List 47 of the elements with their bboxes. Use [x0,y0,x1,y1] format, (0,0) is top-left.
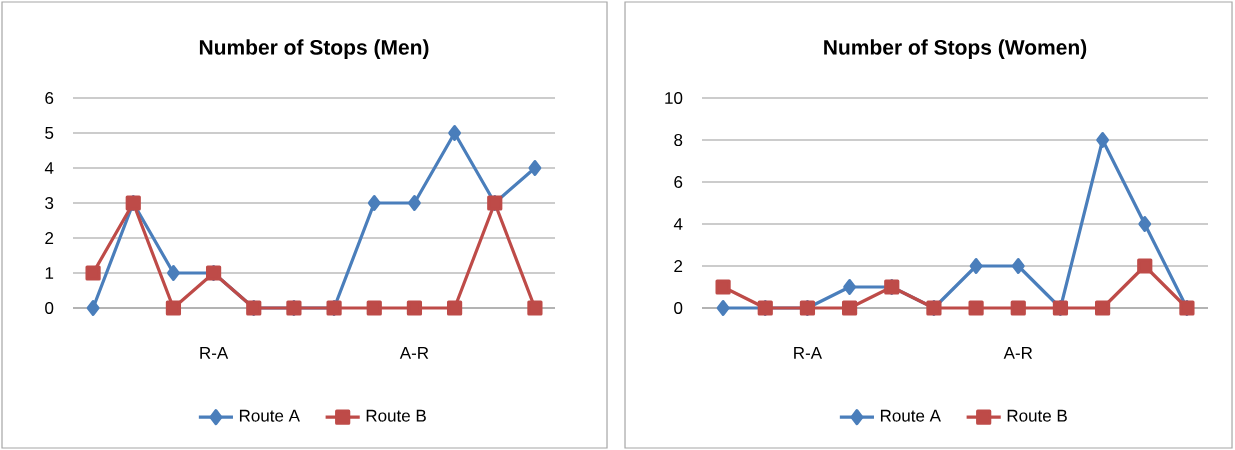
x-tick-label: R-A [794,347,823,359]
legend-label: Route B [366,409,426,422]
point [968,300,984,316]
y-tick-label: 6 [674,175,683,189]
x-tick-label: A-R [399,347,429,359]
point [528,160,542,177]
point [841,300,858,316]
point [1138,216,1152,232]
y-tick-label: 4 [44,162,54,174]
y-tick-label: 8 [674,134,683,147]
point [408,195,421,212]
point [1096,132,1109,148]
point [446,300,463,316]
chart-title: Number of Stops (Men) [199,39,429,59]
y-tick-label: 2 [45,232,54,244]
legend-label: Route A [239,409,300,422]
point [165,300,182,316]
point [1011,258,1025,274]
y-tick-label: 0 [45,301,54,315]
y-tick-label: 0 [674,301,683,315]
legend-label: Route B [1007,409,1067,422]
y-tick-label: 6 [45,92,54,105]
point [1010,300,1026,316]
point [167,265,180,281]
point [406,300,423,316]
y-tick-label: 1 [45,267,54,279]
legend-label: Route A [880,409,941,422]
point [1095,300,1111,316]
y-tick-label: 10 [665,91,683,105]
point [366,300,382,316]
point [1137,258,1153,274]
y-tick-label: 2 [674,260,683,272]
y-tick-label: 4 [673,218,683,230]
x-tick-label: A-R [1003,347,1033,359]
chart-title: Number of Stops (Women) [824,39,1087,59]
point [527,300,543,316]
y-tick-label: 5 [45,127,54,139]
y-tick-label: 3 [45,197,54,210]
point [86,300,100,316]
x-tick-label: R-A [200,347,229,359]
point [85,265,101,281]
point [367,195,381,212]
point [716,300,730,316]
point [448,125,461,142]
point [715,279,731,295]
point [843,279,856,295]
point [969,258,983,274]
